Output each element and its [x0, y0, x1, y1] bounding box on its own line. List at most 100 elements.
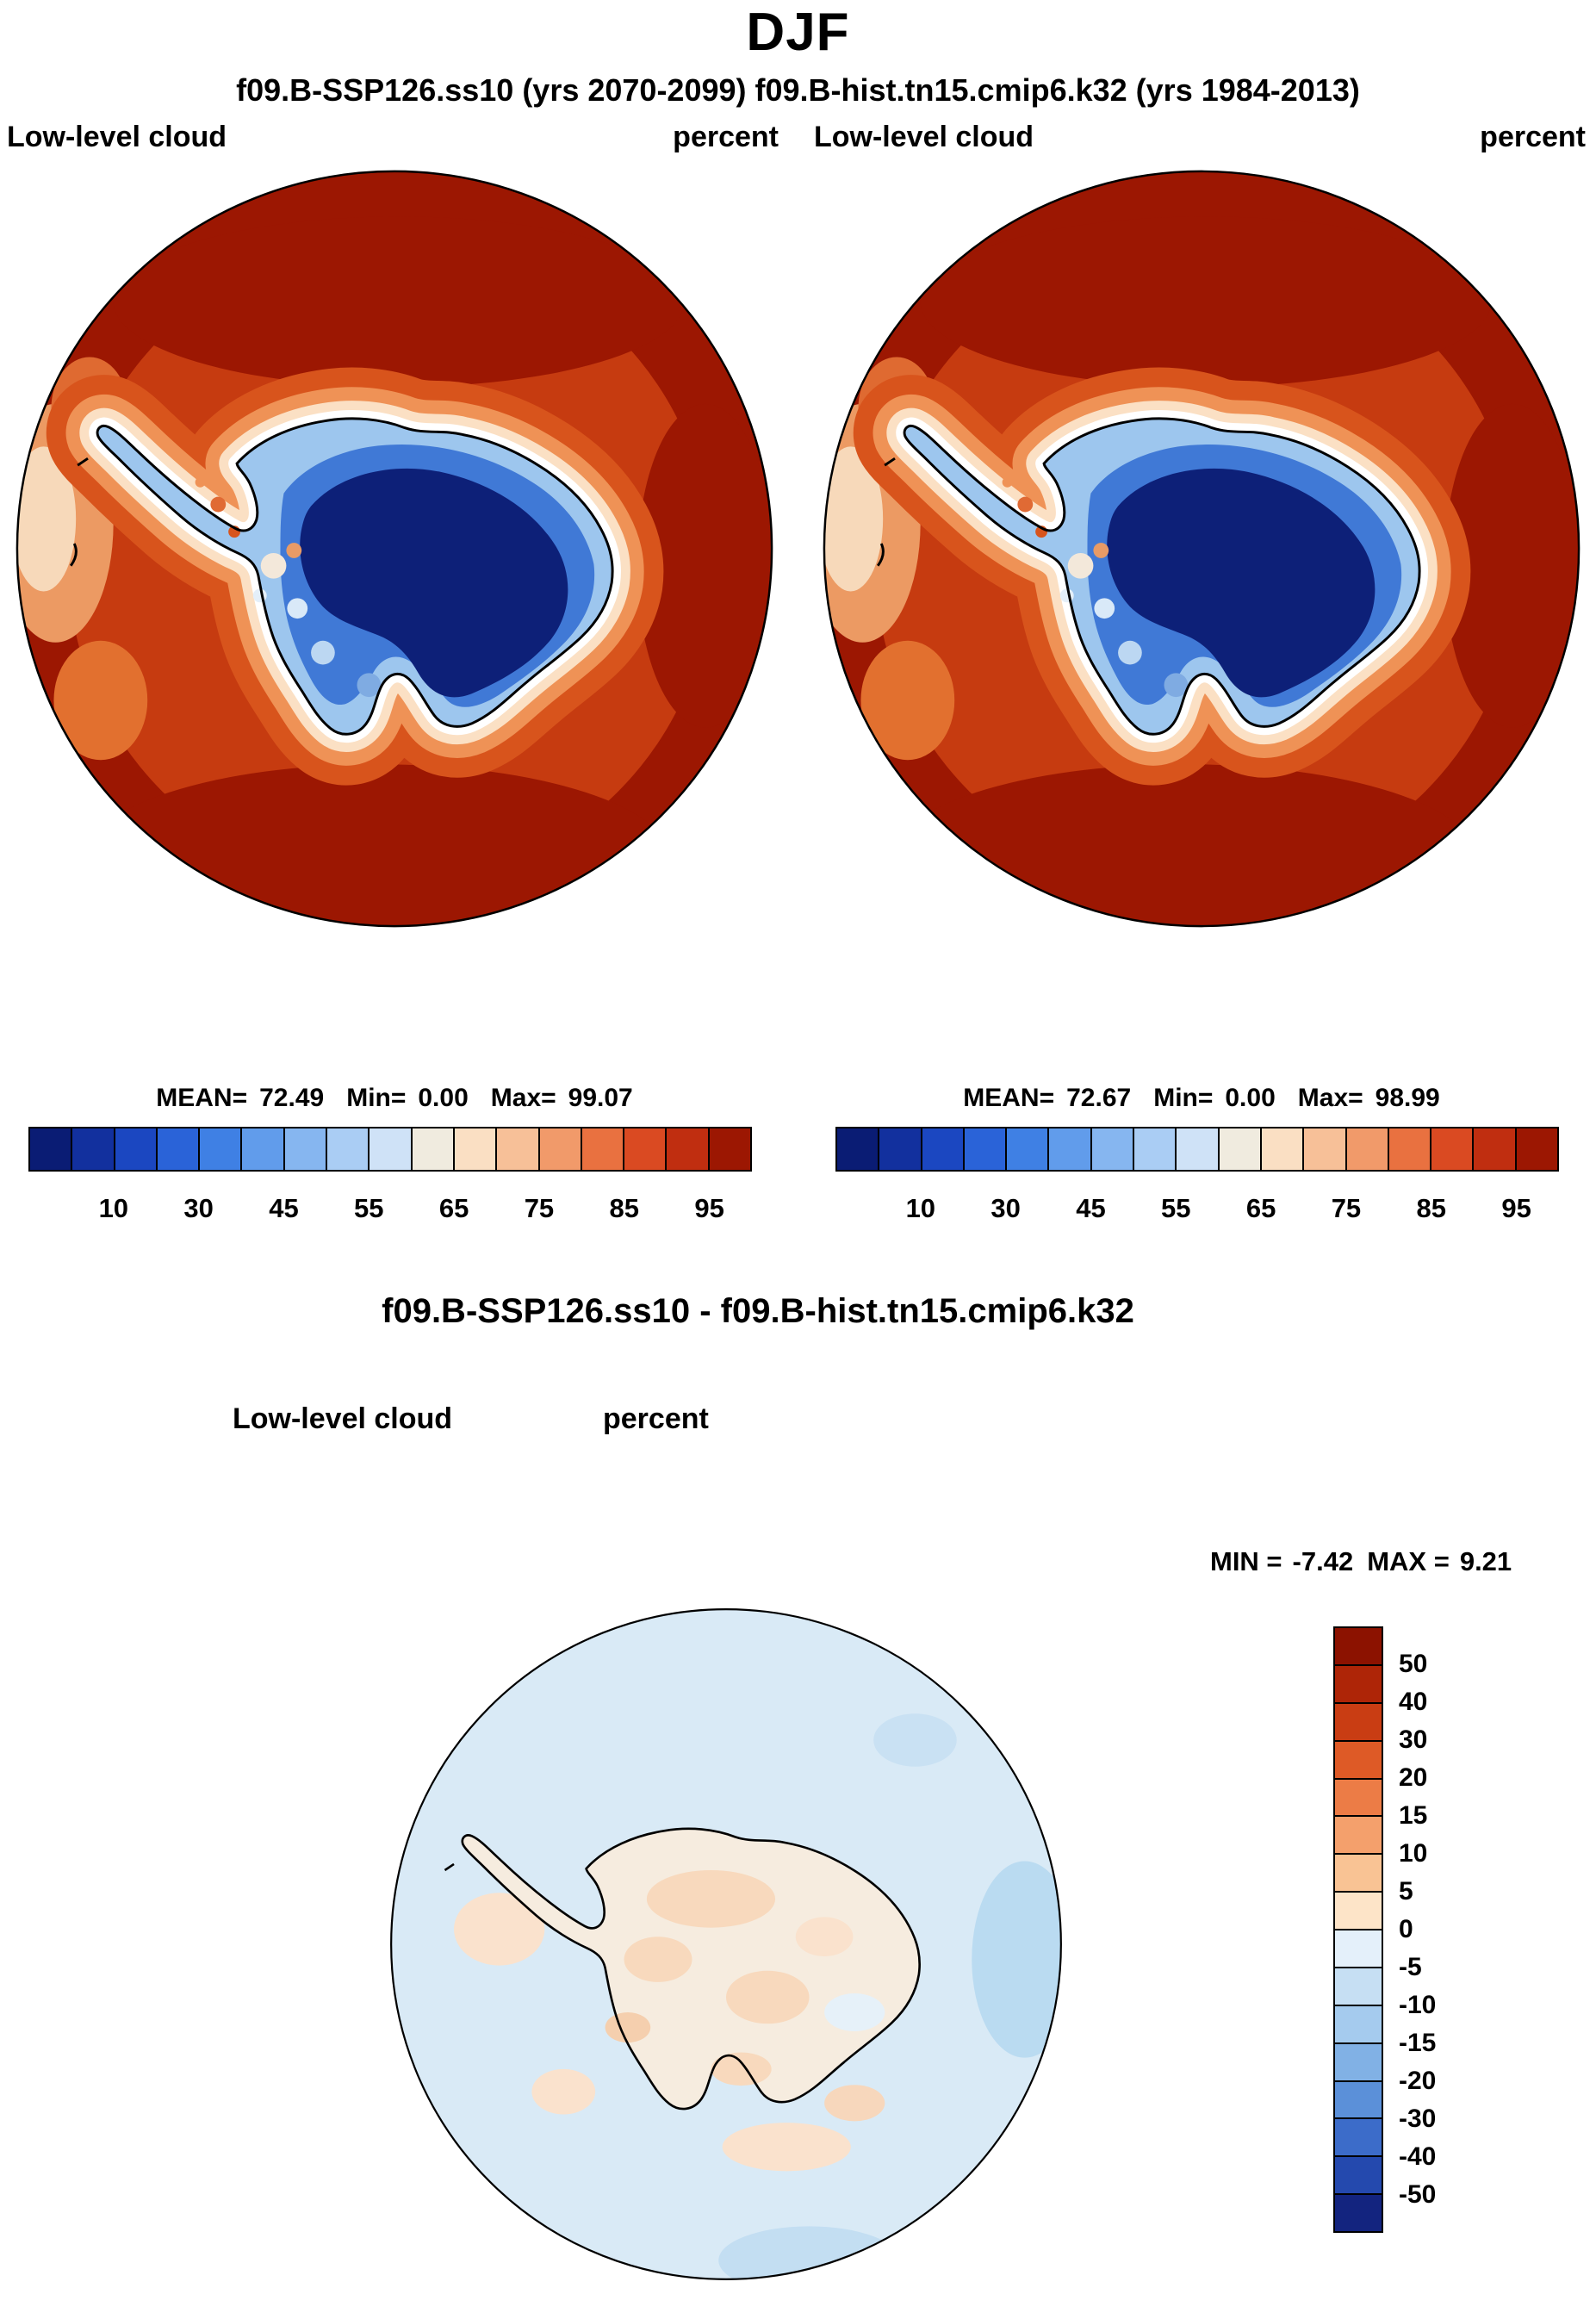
colorbar-segment	[580, 1127, 625, 1172]
difference-minmax: MIN = -7.42 MAX = 9.21	[1210, 1546, 1512, 1577]
colorbar-segment	[452, 1127, 498, 1172]
colorbar-tick-label: 50	[1399, 1650, 1428, 1678]
colorbar-tick-label: 85	[609, 1193, 639, 1223]
colorbar-segment	[962, 1127, 1008, 1172]
colorbar-tick-label: -30	[1399, 2105, 1437, 2133]
colorbar-segment	[920, 1127, 965, 1172]
colorbar-segment	[1333, 1929, 1383, 1968]
colorbar-segment	[410, 1127, 455, 1172]
colorbar-tick-label: 95	[1501, 1193, 1531, 1223]
diff-min-value: -7.42	[1292, 1546, 1354, 1576]
stats-line-hist: MEAN= 72.67 Min= 0.00 Max= 98.99	[814, 1084, 1589, 1113]
colorbar-tick-label: 5	[1399, 1877, 1413, 1906]
colorbar-segment	[1514, 1127, 1560, 1172]
colorbar-tick-label: -15	[1399, 2029, 1437, 2057]
colorbar-segment	[878, 1127, 922, 1172]
colorbar-tick-label: 55	[1161, 1193, 1191, 1223]
min-label: Min=	[346, 1084, 407, 1112]
panel-labels: Low-level cloud percent	[7, 121, 782, 160]
colorbar-tick-label: 55	[354, 1193, 384, 1223]
colorbar-segment	[198, 1127, 243, 1172]
colorbar-segment	[1387, 1127, 1432, 1172]
colorbar-segment	[1333, 2155, 1383, 2196]
colorbar-tick-label: 30	[1399, 1725, 1428, 1754]
colorbar-segment	[368, 1127, 413, 1172]
colorbar-tick-label: -10	[1399, 1991, 1437, 2019]
min-value: 0.00	[1225, 1084, 1276, 1112]
colorbar-segment	[665, 1127, 710, 1172]
colorbar-tick-label: 65	[438, 1193, 469, 1223]
colorbar-tick-label: 10	[905, 1193, 936, 1223]
colorbar-tick-label: 20	[1399, 1763, 1428, 1792]
colorbar-hist	[835, 1127, 1560, 1172]
colorbar-tick-label: 45	[1076, 1193, 1106, 1223]
min-label: Min=	[1153, 1084, 1214, 1112]
diff-max-value: 9.21	[1459, 1546, 1512, 1576]
max-label: Max=	[1297, 1084, 1363, 1112]
colorbar-segment	[1333, 2080, 1383, 2120]
colorbar-segment	[1333, 1777, 1383, 1818]
colorbar-segment	[537, 1127, 582, 1172]
colorbar-segment	[1333, 1853, 1383, 1893]
map-difference	[386, 1604, 1066, 2285]
colorbar-tick-label: -50	[1399, 2180, 1437, 2209]
colorbar-segment	[1472, 1127, 1517, 1172]
colorbar-segment	[707, 1127, 753, 1172]
colorbar-ticks-difference: 50 40 30 20 15 10 5 0 -5 -10 -15 -20 -30 -40 -50	[1399, 1626, 1494, 2233]
difference-units-label: percent	[603, 1402, 709, 1435]
colorbar-tick-label: 75	[1331, 1193, 1362, 1223]
colorbar-tick-label: 15	[1399, 1801, 1428, 1830]
mean-label: MEAN=	[156, 1084, 248, 1112]
colorbar-segment	[1333, 1815, 1383, 1856]
colorbar-segment	[1430, 1127, 1475, 1172]
units-label: percent	[673, 121, 779, 153]
colorbar-segment	[623, 1127, 668, 1172]
colorbar-tick-label: 95	[694, 1193, 724, 1223]
colorbar-segment	[1344, 1127, 1389, 1172]
colorbar-ticks-ssp126: 10 30 45 55 65 75 85 95	[28, 1193, 752, 1228]
colorbar-tick-label: 10	[1399, 1839, 1428, 1868]
colorbar-tick-label: 30	[991, 1193, 1021, 1223]
colorbar-tick-label: 0	[1399, 1915, 1413, 1943]
colorbar-segment	[1333, 1739, 1383, 1780]
colorbar-segment	[283, 1127, 328, 1172]
map-ssp126	[11, 165, 778, 932]
colorbar-tick-label: 10	[98, 1193, 129, 1223]
colorbar-segment	[1333, 2042, 1383, 2082]
max-value: 99.07	[568, 1084, 633, 1112]
colorbar-tick-label: 40	[1399, 1688, 1428, 1716]
colorbar-segment	[326, 1127, 370, 1172]
colorbar-segment	[1333, 2193, 1383, 2233]
colorbar-segment	[1302, 1127, 1347, 1172]
colorbar-segment	[1133, 1127, 1177, 1172]
colorbar-segment	[1175, 1127, 1220, 1172]
map-hist	[818, 165, 1585, 932]
colorbar-segment	[1005, 1127, 1050, 1172]
colorbar-tick-label: 85	[1416, 1193, 1446, 1223]
colorbar-segment	[1333, 1891, 1383, 1930]
colorbar-segment	[1047, 1127, 1092, 1172]
diff-max-label: MAX =	[1367, 1546, 1450, 1576]
colorbar-ssp126	[28, 1127, 753, 1172]
colorbar-tick-label: -20	[1399, 2067, 1437, 2095]
colorbar-segment	[1217, 1127, 1262, 1172]
colorbar-segment	[495, 1127, 540, 1172]
variable-label: Low-level cloud	[7, 121, 227, 153]
max-label: Max=	[490, 1084, 556, 1112]
colorbar-segment	[1333, 2117, 1383, 2158]
diff-min-label: MIN =	[1210, 1546, 1282, 1576]
figure-subtitle: f09.B-SSP126.ss10 (yrs 2070-2099) f09.B-…	[236, 72, 1360, 108]
colorbar-segment	[1259, 1127, 1305, 1172]
mean-value: 72.67	[1066, 1084, 1132, 1112]
stats-line-ssp126: MEAN= 72.49 Min= 0.00 Max= 99.07	[7, 1084, 782, 1113]
colorbar-tick-label: -5	[1399, 1953, 1422, 1981]
mean-label: MEAN=	[963, 1084, 1055, 1112]
colorbar-segment	[240, 1127, 285, 1172]
colorbar-tick-label: 45	[269, 1193, 299, 1223]
colorbar-tick-label: 30	[183, 1193, 214, 1223]
panel-labels: Low-level cloud percent	[814, 121, 1589, 160]
figure-title: DJF	[746, 3, 850, 62]
colorbar-segment	[1333, 1626, 1383, 1666]
colorbar-segment	[1333, 1663, 1383, 1704]
units-label: percent	[1480, 121, 1586, 153]
